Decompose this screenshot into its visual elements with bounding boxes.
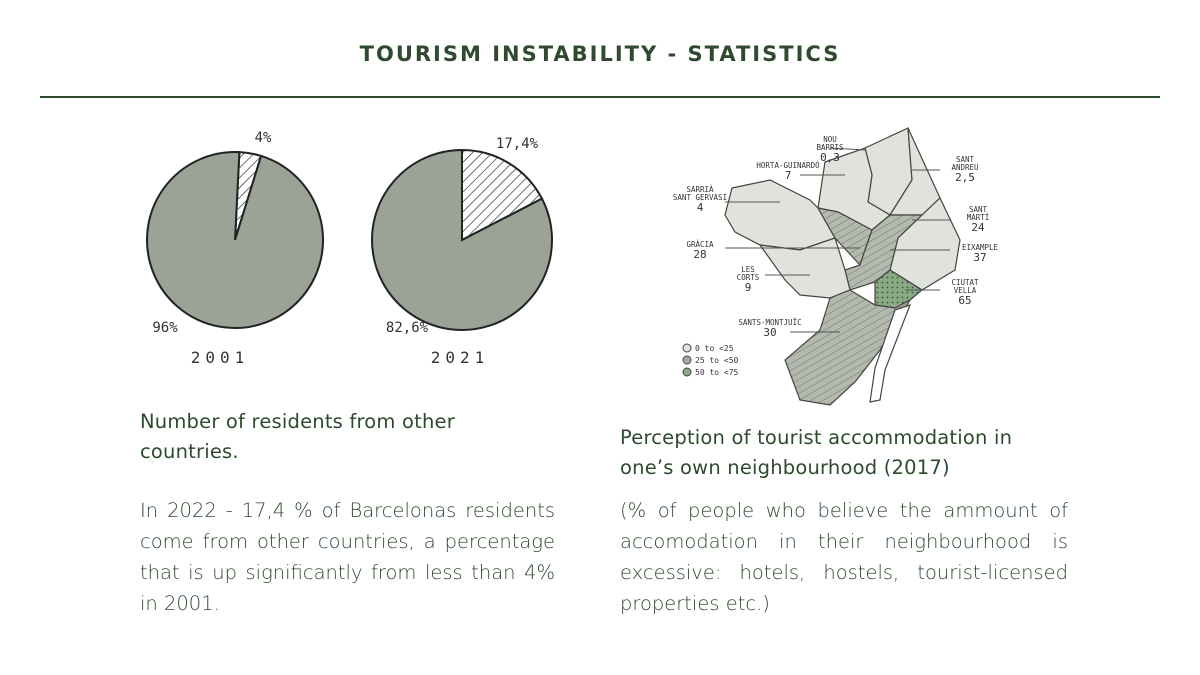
district-name-label: ANDREU — [951, 163, 978, 172]
district-sarria — [724, 179, 836, 251]
pie-slice-826 — [371, 148, 553, 331]
district-value-label: 2,5 — [955, 171, 975, 184]
district-value-label: 37 — [973, 251, 986, 264]
district-value-label: 0,3 — [820, 151, 840, 164]
district-value-label: 28 — [693, 248, 706, 261]
left-heading: Number of residents from other countries… — [140, 410, 455, 463]
page-title: TOURISM INSTABILITY - STATISTICS — [359, 42, 841, 66]
district-name-label: SANT GERVASI — [673, 193, 727, 202]
legend-label: 50 to <75 — [695, 368, 739, 377]
district-port — [869, 304, 912, 403]
pie-year-label: 2001 — [191, 348, 250, 367]
district-sants-montjuic — [784, 289, 912, 406]
district-name-label: MARTÍ — [967, 213, 990, 222]
right-body: (% of people who believe the ammount of … — [620, 499, 1068, 615]
pie-chart-2001: 4% 96% 2001 — [146, 130, 324, 367]
district-name-label: CIUTAT — [951, 278, 979, 287]
map-legend: 0 to <25 25 to <50 50 to <75 — [682, 343, 739, 377]
legend-swatch — [682, 355, 692, 365]
left-body: In 2022 - 17,4 % of Barcelonas residents… — [140, 499, 555, 615]
district-value-label: 65 — [958, 294, 971, 307]
district-value-label: 24 — [971, 221, 985, 234]
pie-chart-2021: 17,4% 82,6%2021 — [371, 136, 553, 367]
district-value-label: 7 — [785, 169, 792, 182]
pie-slice-label: 17,4% — [496, 136, 539, 152]
legend-label: 25 to <50 — [695, 356, 739, 365]
pie-year-label: 2021 — [431, 348, 490, 367]
pie-charts: 4% 96% 2001 17,4% 82,6%2021 — [146, 130, 553, 367]
pie-slice-174 — [461, 148, 544, 242]
pie-slice-label: 4% — [255, 130, 272, 146]
pie-slice-label: 96% — [152, 320, 178, 336]
district-name-label: LES — [741, 265, 755, 274]
pie-slice-96 — [146, 151, 324, 329]
district-name-label: SANT — [956, 155, 975, 164]
legend-swatch — [682, 367, 692, 377]
district-name-label: VELLA — [954, 286, 977, 295]
district-name-label: GRÀCIA — [686, 240, 714, 249]
legend-swatch — [682, 343, 692, 353]
district-name-label: BARRIS — [816, 143, 844, 152]
pie-slice-label: 82,6% — [386, 320, 429, 336]
right-heading: Perception of tourist accommodation in o… — [620, 426, 1013, 479]
district-name-label: SANT — [969, 205, 988, 214]
district-name-label: NOU — [823, 135, 837, 144]
district-name-label: CORTS — [737, 273, 760, 282]
district-value-label: 30 — [763, 326, 776, 339]
district-name-label: EIXAMPLE — [962, 243, 999, 252]
district-name-label: SANTS-MONTJUÏC — [738, 318, 801, 327]
district-name-label: SARRIÀ — [686, 185, 714, 194]
district-value-label: 9 — [745, 281, 752, 294]
district-value-label: 4 — [697, 201, 704, 214]
district-name-label: HORTA-GUINARDÓ — [756, 161, 820, 170]
title-divider — [40, 96, 1160, 98]
legend-label: 0 to <25 — [695, 344, 734, 353]
